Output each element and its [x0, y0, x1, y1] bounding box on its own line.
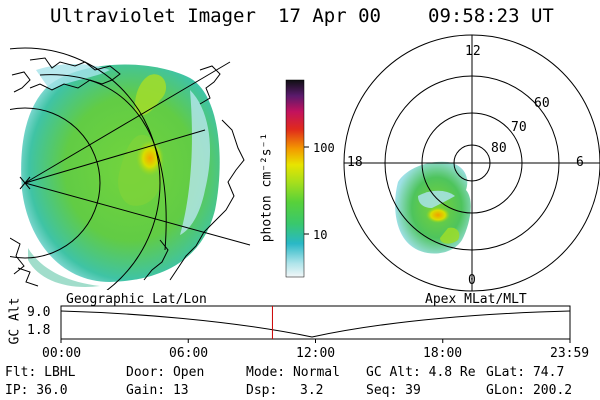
status-gain: Gain: 13	[126, 383, 189, 398]
date-label: 17 Apr 00	[278, 5, 381, 27]
time-tick-06-00: 06:00	[169, 346, 209, 361]
geographic-coords-title: Geographic Lat/Lon	[66, 292, 207, 307]
timeline-x-ticks	[60, 339, 571, 343]
gc-alt-tick-1-8: 1.8	[27, 323, 51, 338]
colorbar-tick-100: 100	[313, 141, 335, 155]
mlt-label-18: 18	[347, 155, 363, 170]
mlt-label-12: 12	[465, 44, 481, 59]
mlat-label-70: 70	[511, 120, 527, 135]
mlat-label-60: 60	[534, 96, 550, 111]
color-scale-bar	[285, 79, 309, 278]
gc-alt-tick-9: 9.0	[27, 305, 51, 320]
status-glon: GLon: 200.2	[486, 383, 573, 398]
status-seq: Seq: 39	[366, 383, 421, 398]
time-tick-23-59: 23:59	[550, 346, 590, 361]
status-dsp-label: Dsp:	[246, 383, 278, 398]
time-tick-12-00: 12:00	[296, 346, 336, 361]
mlt-label-0: 0	[468, 273, 476, 288]
time-label: 09:58:23 UT	[428, 5, 554, 27]
status-glat: GLat: 74.7	[486, 365, 565, 380]
time-tick-18-00: 18:00	[423, 346, 463, 361]
colorbar-tick-10: 10	[313, 228, 328, 242]
apex-coords-title: Apex MLat/MLT	[425, 292, 527, 307]
status-mode: Mode: Normal	[246, 365, 340, 380]
status-door: Door: Open	[126, 365, 205, 380]
mlat-label-80: 80	[491, 141, 507, 156]
mlt-label-6: 6	[576, 155, 584, 170]
time-tick-00-00: 00:00	[42, 346, 82, 361]
status-dsp-value: 3.2	[300, 383, 324, 398]
status-flt: Flt: LBHL	[5, 365, 76, 380]
status-ip: IP: 36.0	[5, 383, 68, 398]
status-gc-alt: GC Alt: 4.8 Re	[366, 365, 476, 380]
instrument-title: Ultraviolet Imager	[50, 5, 256, 27]
